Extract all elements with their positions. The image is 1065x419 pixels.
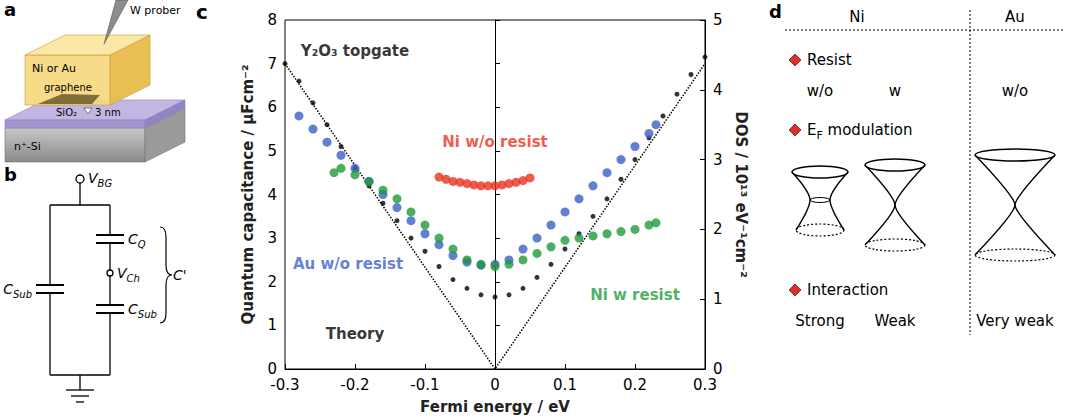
svg-text:n⁺-Si: n⁺-Si (14, 140, 41, 153)
svg-text:0.3: 0.3 (693, 376, 717, 394)
svg-text:Theory: Theory (326, 325, 385, 343)
svg-text:Weak: Weak (874, 312, 915, 330)
svg-text:EF modulation: EF modulation (807, 121, 913, 142)
svg-text:1: 1 (713, 290, 723, 308)
svg-text:VCh: VCh (117, 265, 140, 284)
svg-text:Y₂O₃ topgate: Y₂O₃ topgate (300, 42, 409, 60)
svg-text:0: 0 (267, 360, 277, 378)
svg-text:0: 0 (490, 376, 500, 394)
svg-text:-0.1: -0.1 (410, 376, 439, 394)
svg-text:VBG: VBG (88, 170, 112, 189)
svg-text:3: 3 (713, 151, 723, 169)
svg-text:C': C' (173, 267, 187, 283)
svg-text:CSub: CSub (128, 301, 157, 320)
svg-text:graphene: graphene (44, 82, 92, 93)
svg-text:8: 8 (267, 11, 277, 29)
svg-text:5: 5 (267, 142, 277, 160)
svg-text:0.2: 0.2 (623, 376, 647, 394)
svg-text:Resist: Resist (807, 51, 852, 69)
svg-text:DOS / 10¹³ eV⁻¹cm⁻²: DOS / 10¹³ eV⁻¹cm⁻² (732, 111, 750, 277)
svg-text:5: 5 (713, 11, 723, 29)
svg-text:7: 7 (267, 55, 277, 73)
svg-text:-0.3: -0.3 (270, 376, 299, 394)
svg-text:CQ: CQ (128, 231, 146, 250)
svg-text:2: 2 (267, 273, 277, 291)
svg-text:Au w/o resist: Au w/o resist (293, 255, 403, 273)
svg-text:CSub: CSub (3, 281, 32, 300)
svg-text:w/o: w/o (1002, 82, 1029, 100)
svg-text:4: 4 (267, 186, 277, 204)
svg-text:Ni: Ni (849, 8, 864, 26)
svg-text:a: a (4, 0, 16, 20)
svg-text:Very weak: Very weak (976, 312, 1054, 330)
svg-text:Interaction: Interaction (807, 281, 888, 299)
svg-text:-0.2: -0.2 (340, 376, 369, 394)
svg-text:2: 2 (713, 220, 723, 238)
svg-text:4: 4 (713, 81, 723, 99)
svg-text:6: 6 (267, 98, 277, 116)
svg-text:0: 0 (713, 360, 723, 378)
svg-text:w: w (889, 82, 901, 100)
svg-text:1: 1 (267, 316, 277, 334)
svg-text:Au: Au (1005, 8, 1025, 26)
html-text:c: c (196, 0, 208, 24)
svg-text:Strong: Strong (795, 312, 844, 330)
svg-text:3: 3 (267, 229, 277, 247)
svg-text:3 nm: 3 nm (95, 107, 121, 118)
svg-text:SiO₂: SiO₂ (56, 107, 77, 118)
svg-text:W prober: W prober (130, 4, 181, 17)
svg-text:Ni or Au: Ni or Au (32, 62, 76, 75)
svg-text:0.1: 0.1 (553, 376, 577, 394)
svg-text:Ni w/o resist: Ni w/o resist (442, 133, 548, 151)
svg-text:b: b (4, 165, 17, 185)
svg-text:Fermi energy / eV: Fermi energy / eV (420, 398, 570, 416)
svg-text:Quantum capacitance / µFcm⁻²: Quantum capacitance / µFcm⁻² (239, 64, 257, 324)
svg-text:d: d (769, 1, 782, 22)
svg-text:Ni w resist: Ni w resist (590, 286, 680, 304)
svg-text:w/o: w/o (807, 82, 834, 100)
